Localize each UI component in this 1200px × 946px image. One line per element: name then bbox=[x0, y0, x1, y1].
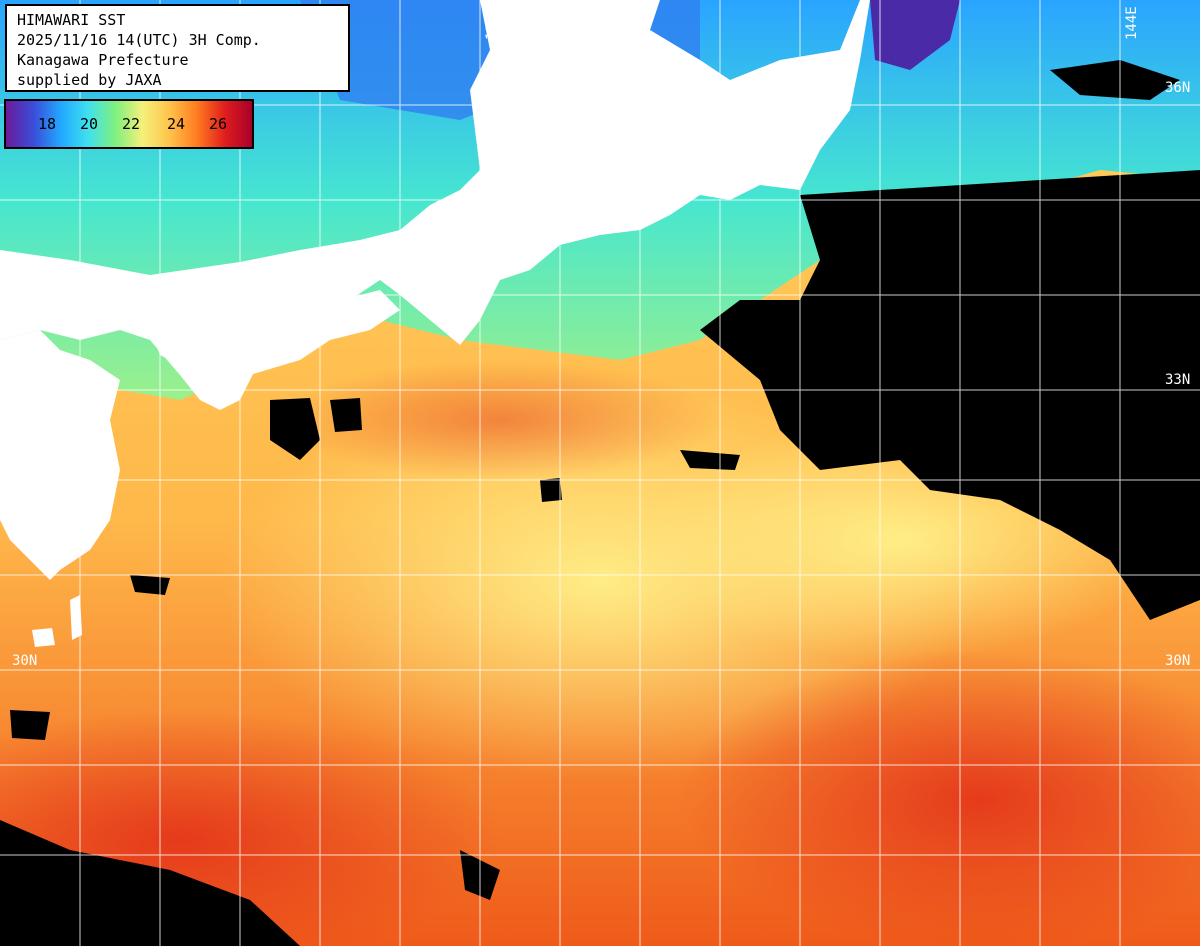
legend-tick-24: 24 bbox=[166, 115, 186, 133]
no-data-spot-5 bbox=[130, 575, 170, 595]
temperature-legend: 18 20 22 24 26 bbox=[4, 99, 254, 149]
no-data-spot-3 bbox=[540, 478, 562, 502]
info-box: HIMAWARI SST 2025/11/16 14(UTC) 3H Comp.… bbox=[5, 4, 350, 92]
no-data-spot-4 bbox=[680, 450, 740, 470]
hot-zone-se bbox=[680, 650, 1200, 946]
legend-tick-26: 26 bbox=[208, 115, 228, 133]
no-data-spot-6 bbox=[10, 710, 50, 740]
no-data-spot-2 bbox=[330, 398, 362, 432]
no-data-sw bbox=[0, 820, 300, 946]
legend-tick-18: 18 bbox=[37, 115, 57, 133]
data-credit: supplied by JAXA bbox=[17, 71, 162, 89]
lon-label-136e: 136E bbox=[484, 6, 500, 40]
legend-ticks: 18 20 22 24 26 bbox=[6, 115, 252, 135]
land-islet-1 bbox=[70, 595, 82, 640]
cold-patch bbox=[870, 0, 960, 70]
no-data-spot-1 bbox=[270, 398, 320, 460]
no-data-ne-strip bbox=[1050, 60, 1180, 100]
land-kyushu bbox=[0, 330, 120, 580]
land-shikoku bbox=[150, 290, 400, 380]
land-islet-2 bbox=[32, 628, 55, 647]
legend-tick-22: 22 bbox=[121, 115, 141, 133]
lon-label-144e: 144E bbox=[1124, 6, 1140, 40]
observation-time: 2025/11/16 14(UTC) 3H Comp. bbox=[17, 31, 261, 49]
lat-label-33n-east: 33N bbox=[1165, 372, 1191, 388]
region-name: Kanagawa Prefecture bbox=[17, 51, 189, 69]
no-data-east bbox=[700, 170, 1200, 620]
lat-label-30n-west: 30N bbox=[12, 653, 38, 669]
land-honshu bbox=[0, 0, 870, 410]
legend-tick-20: 20 bbox=[79, 115, 99, 133]
product-title: HIMAWARI SST bbox=[17, 11, 126, 29]
lat-label-36n: 36N bbox=[1165, 80, 1191, 96]
lat-label-30n-east: 30N bbox=[1165, 653, 1191, 669]
